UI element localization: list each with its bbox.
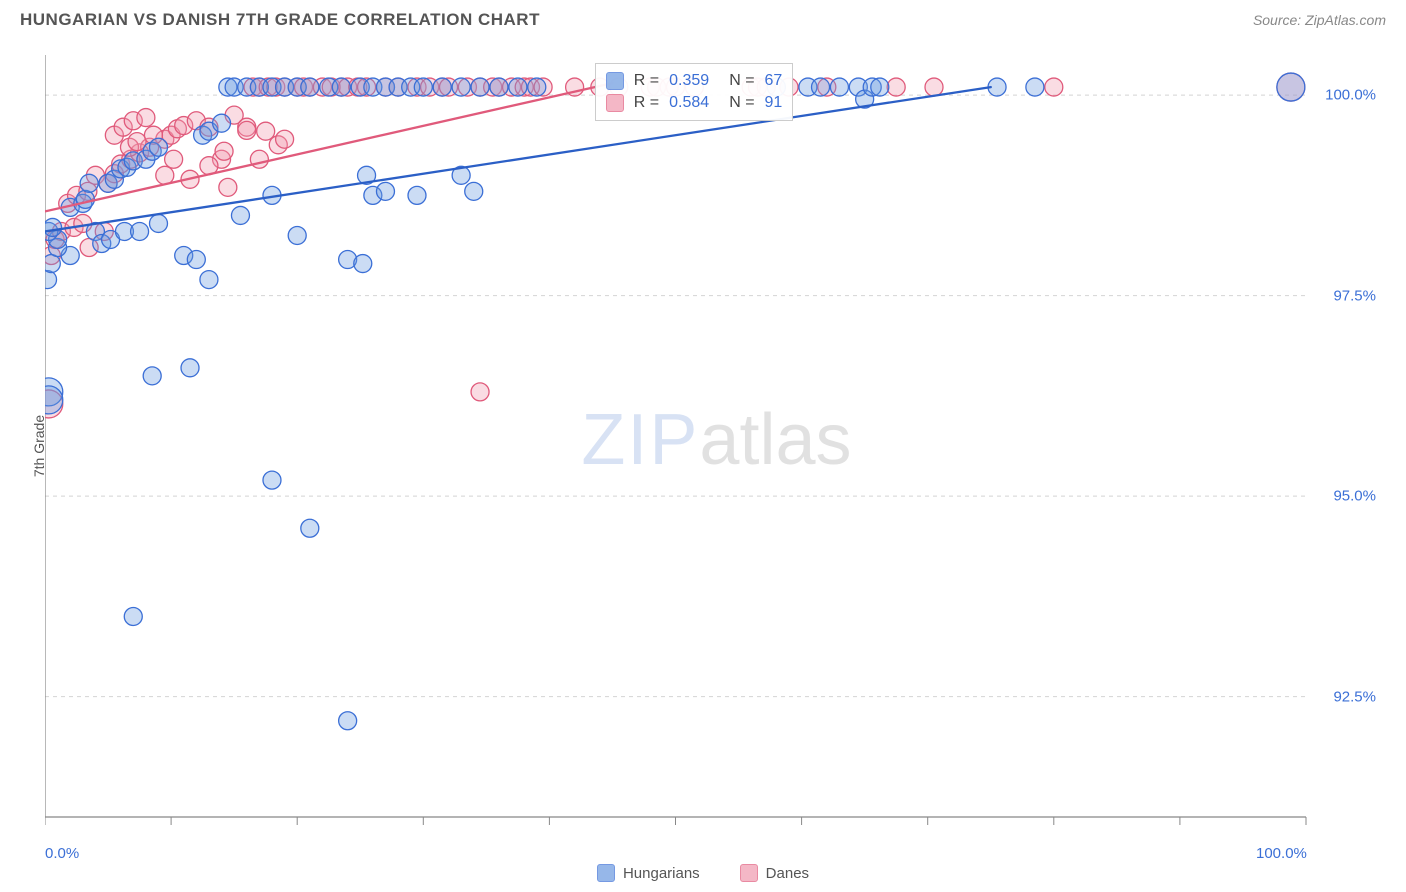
chart-container: HUNGARIAN VS DANISH 7TH GRADE CORRELATIO…	[0, 0, 1406, 892]
stat-n-value: 91	[765, 94, 783, 112]
stat-r-value: 0.584	[669, 94, 709, 112]
legend-swatch-icon	[740, 864, 758, 882]
source-attribution: Source: ZipAtlas.com	[1253, 12, 1386, 28]
stat-n-label: N =	[729, 94, 754, 112]
legend-label: Hungarians	[623, 865, 700, 882]
legend: Hungarians Danes	[0, 864, 1406, 882]
stat-n-label: N =	[729, 72, 754, 90]
legend-label: Danes	[766, 865, 809, 882]
legend-swatch-icon	[597, 864, 615, 882]
x-axis-min: 0.0%	[45, 845, 79, 862]
stat-r-value: 0.359	[669, 72, 709, 90]
stats-row: R = 0.359 N = 67	[606, 70, 783, 92]
y-tick-label: 100.0%	[1325, 87, 1376, 104]
y-tick-label: 97.5%	[1333, 287, 1376, 304]
x-axis-max: 100.0%	[1256, 845, 1307, 862]
stat-r-label: R =	[634, 72, 659, 90]
chart-title: HUNGARIAN VS DANISH 7TH GRADE CORRELATIO…	[20, 10, 540, 30]
y-tick-label: 95.0%	[1333, 488, 1376, 505]
scatter-plot	[45, 55, 1386, 837]
header: HUNGARIAN VS DANISH 7TH GRADE CORRELATIO…	[20, 10, 1386, 30]
stat-r-label: R =	[634, 94, 659, 112]
y-tick-label: 92.5%	[1333, 688, 1376, 705]
legend-swatch-icon	[606, 94, 624, 112]
stats-legend-box: R = 0.359 N = 67 R = 0.584 N = 91	[595, 63, 794, 121]
plot-area: ZIPatlas R =0.359N =67R =0.584N =91 100.…	[45, 55, 1386, 837]
legend-swatch-icon	[606, 72, 624, 90]
legend-item: Danes	[740, 864, 809, 882]
stat-n-value: 67	[765, 72, 783, 90]
legend-item: Hungarians	[597, 864, 700, 882]
stats-row: R = 0.584 N = 91	[606, 92, 783, 114]
